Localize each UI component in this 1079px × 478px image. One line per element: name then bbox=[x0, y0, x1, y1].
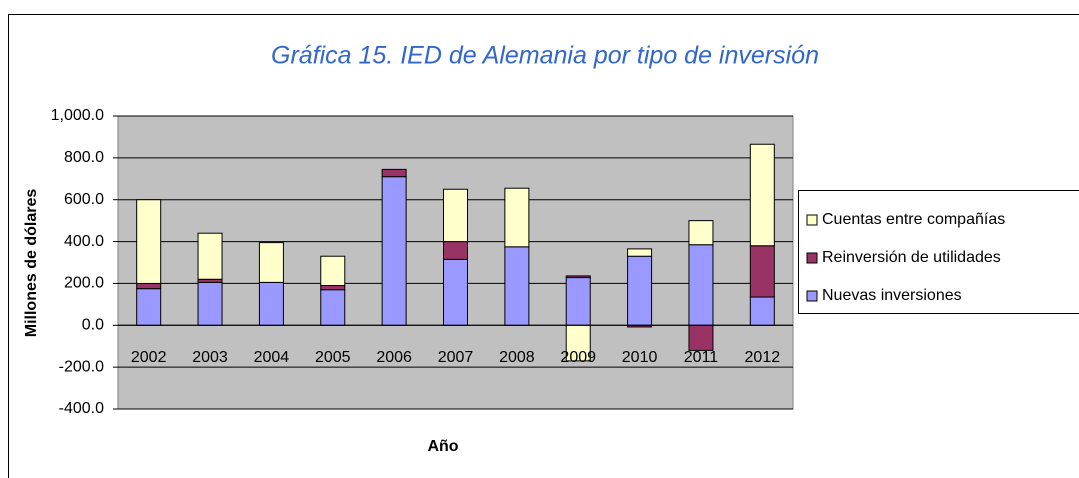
y-tick-label: 200.0 bbox=[64, 275, 104, 292]
y-tick-label: 1,000.0 bbox=[51, 107, 104, 124]
x-tick-label: 2008 bbox=[499, 349, 535, 366]
bar-segment bbox=[443, 188, 468, 243]
bar-segment bbox=[504, 187, 530, 248]
bar-segment bbox=[258, 242, 284, 283]
x-axis-title: Año bbox=[427, 438, 458, 455]
x-tick-label: 2012 bbox=[745, 349, 781, 366]
legend-label: Cuentas entre compañías bbox=[822, 211, 1005, 228]
x-tick-label: 2009 bbox=[560, 349, 596, 366]
bar-segment bbox=[688, 244, 714, 326]
bar-segment bbox=[136, 199, 162, 284]
legend-swatch bbox=[806, 214, 818, 226]
bar-segment bbox=[136, 282, 162, 290]
x-tick-label: 2006 bbox=[376, 349, 412, 366]
bar-segment bbox=[258, 281, 284, 326]
legend-box bbox=[798, 190, 1079, 314]
bar-segment bbox=[688, 220, 714, 246]
x-tick-label: 2005 bbox=[315, 349, 351, 366]
y-tick-label: 800.0 bbox=[64, 149, 104, 166]
legend-label: Reinversión de utilidades bbox=[822, 249, 1001, 266]
x-tick-label: 2007 bbox=[438, 349, 474, 366]
bar-segment bbox=[627, 248, 653, 257]
y-tick-label: -200.0 bbox=[59, 358, 104, 375]
bar-segment bbox=[320, 285, 346, 291]
bar-segment bbox=[627, 255, 653, 326]
legend-swatch bbox=[806, 252, 818, 264]
bar-segment bbox=[749, 245, 775, 298]
legend-swatch bbox=[806, 290, 818, 302]
y-tick-label: 600.0 bbox=[64, 191, 104, 208]
y-tick-label: 400.0 bbox=[64, 233, 104, 250]
bar-segment bbox=[504, 246, 530, 326]
bar-segment bbox=[565, 275, 591, 279]
bar-segment bbox=[749, 143, 775, 247]
bar-segment bbox=[197, 232, 223, 280]
bar-segment bbox=[320, 255, 346, 287]
bar-segment bbox=[688, 324, 714, 351]
x-tick-label: 2003 bbox=[192, 349, 228, 366]
bar-segment bbox=[136, 288, 162, 326]
x-tick-label: 2002 bbox=[131, 349, 167, 366]
bar-segment bbox=[320, 289, 346, 326]
y-tick-label: 0.0 bbox=[82, 317, 104, 334]
bar-segment bbox=[565, 277, 591, 326]
chart-title: Gráfica 15. IED de Alemania por tipo de … bbox=[271, 42, 819, 70]
bar-segment bbox=[443, 258, 468, 326]
x-tick-label: 2004 bbox=[254, 349, 290, 366]
bar-segment bbox=[749, 296, 775, 326]
bar-segment bbox=[381, 168, 407, 178]
legend-label: Nuevas inversiones bbox=[822, 287, 962, 304]
y-tick-label: -400.0 bbox=[59, 400, 104, 417]
x-tick-label: 2011 bbox=[684, 349, 719, 366]
bar-segment bbox=[443, 241, 468, 260]
bar-segment bbox=[381, 176, 407, 326]
x-tick-label: 2010 bbox=[622, 349, 658, 366]
y-axis-title: Millones de dólares bbox=[23, 189, 40, 338]
bar-segment bbox=[197, 281, 223, 326]
